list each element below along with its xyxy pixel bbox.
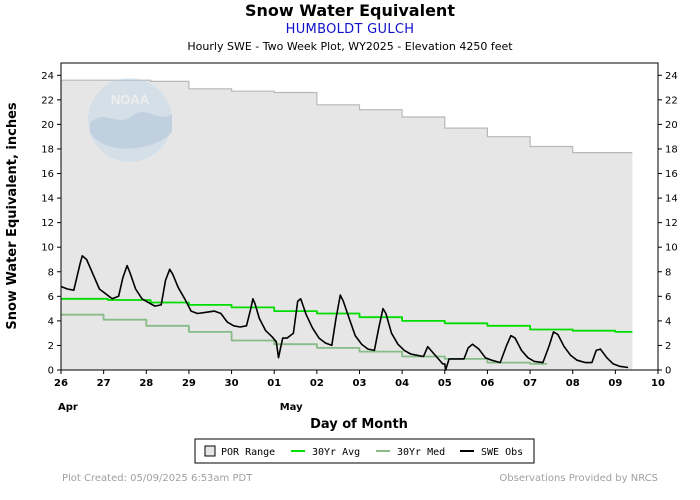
y-tick-label-left: 14 — [41, 194, 54, 205]
x-tick-label: 02 — [310, 378, 324, 389]
x-tick-label: 03 — [353, 378, 367, 389]
plot-created-text: Plot Created: 05/09/2025 6:53am PDT — [62, 473, 253, 484]
y-tick-label-right: 22 — [665, 95, 678, 106]
month-label: May — [280, 402, 303, 413]
station-name: HUMBOLDT GULCH — [285, 22, 415, 37]
y-tick-label-right: 10 — [665, 243, 678, 254]
y-tick-label-right: 16 — [665, 169, 678, 180]
x-tick-label: 01 — [267, 378, 281, 389]
chart-title: Snow Water Equivalent — [245, 1, 455, 20]
x-tick-label: 04 — [395, 378, 409, 389]
noaa-logo: NOAA — [88, 78, 172, 162]
series-lines — [60, 255, 633, 371]
x-tick-label: 26 — [54, 378, 68, 389]
x-tick-label: 27 — [97, 378, 111, 389]
legend-avg-label: 30Yr Avg — [312, 447, 360, 458]
y-tick-label-left: 24 — [41, 71, 54, 82]
y-tick-label-right: 14 — [665, 194, 678, 205]
x-axis-title: Day of Month — [310, 417, 408, 432]
x-tick-label: 08 — [566, 378, 580, 389]
legend-box — [194, 438, 535, 464]
x-tick-label: 05 — [438, 378, 452, 389]
y-tick-label-left: 6 — [48, 292, 54, 303]
30yr-avg-line — [61, 297, 633, 333]
x-axis: 26 27 28 29 30 01 02 03 04 05 06 07 08 09 10 Apr May — [54, 370, 665, 413]
legend-por-swatch — [204, 445, 216, 457]
y-tick-label-right: 4 — [665, 316, 671, 327]
y-tick-label-left: 22 — [41, 95, 54, 106]
30yr-med-line — [61, 313, 548, 365]
y-tick-label-left: 20 — [41, 120, 54, 131]
y-tick-label-right: 8 — [665, 267, 671, 278]
x-tick-label: 06 — [480, 378, 494, 389]
y-tick-label-left: 8 — [48, 267, 54, 278]
y-tick-label-right: 0 — [665, 366, 671, 377]
x-tick-label: 10 — [651, 378, 665, 389]
y-tick-label-left: 4 — [48, 316, 54, 327]
noaa-logo-text: NOAA — [111, 92, 150, 107]
x-tick-label: 28 — [139, 378, 153, 389]
por-range-upper-edge — [61, 79, 633, 154]
legend-por-label: POR Range — [221, 447, 275, 458]
por-range-layer — [61, 79, 633, 370]
y-tick-label-left: 2 — [48, 341, 54, 352]
swe-obs-line — [60, 255, 629, 371]
y-tick-label-right: 6 — [665, 292, 671, 303]
y-tick-label-left: 18 — [41, 144, 54, 155]
y-tick-label-left: 16 — [41, 169, 54, 180]
por-range-band — [61, 80, 633, 370]
legend-obs-label: SWE Obs — [481, 447, 523, 458]
x-tick-label: 29 — [182, 378, 196, 389]
y-tick-label-right: 18 — [665, 144, 678, 155]
y-tick-label-right: 24 — [665, 71, 678, 82]
y-tick-label-left: 12 — [41, 218, 54, 229]
y-axis-title: Snow Water Equivalent, inches — [5, 102, 20, 330]
month-label: Apr — [58, 402, 78, 413]
legend-med-label: 30Yr Med — [397, 447, 445, 458]
y-tick-label-right: 20 — [665, 120, 678, 131]
y-tick-label-right: 2 — [665, 341, 671, 352]
x-tick-label: 30 — [225, 378, 239, 389]
legend: POR Range 30Yr Avg 30Yr Med SWE Obs — [194, 438, 535, 464]
y-tick-label-left: 10 — [41, 243, 54, 254]
chart-subtitle: Hourly SWE - Two Week Plot, WY2025 - Ele… — [187, 40, 513, 53]
x-tick-label: 07 — [523, 378, 537, 389]
x-tick-label: 09 — [608, 378, 622, 389]
y-tick-label-right: 12 — [665, 218, 678, 229]
observations-credit: Observations Provided by NRCS — [499, 473, 658, 484]
y-tick-label-left: 0 — [48, 366, 54, 377]
